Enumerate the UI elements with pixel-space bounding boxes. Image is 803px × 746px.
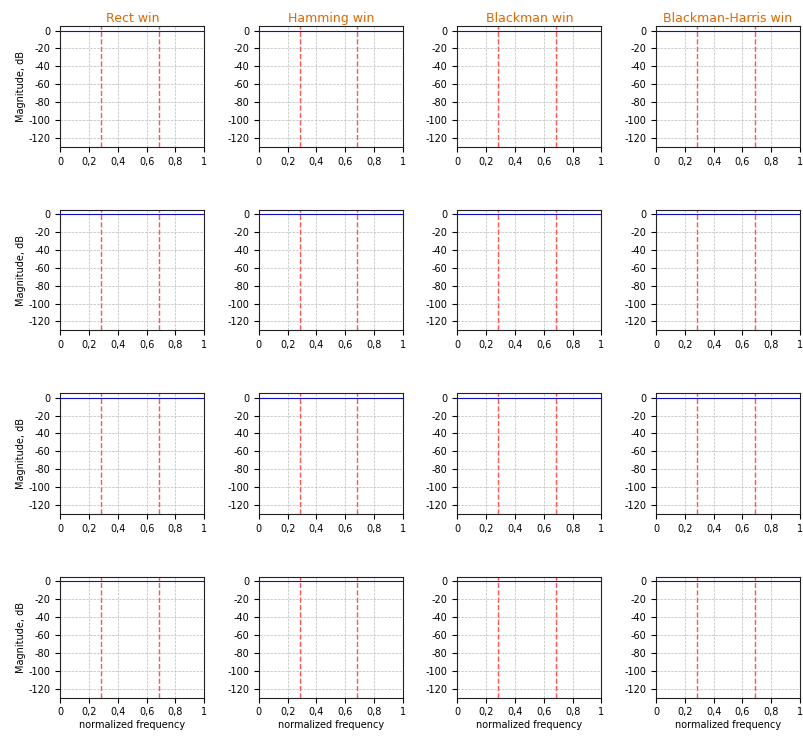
X-axis label: normalized frequency: normalized frequency — [476, 720, 582, 730]
Title: Rect win: Rect win — [105, 12, 159, 25]
X-axis label: normalized frequency: normalized frequency — [277, 720, 383, 730]
Y-axis label: Magnitude, dB: Magnitude, dB — [16, 418, 26, 489]
Title: Blackman-Harris win: Blackman-Harris win — [662, 12, 792, 25]
X-axis label: normalized frequency: normalized frequency — [675, 720, 781, 730]
Y-axis label: Magnitude, dB: Magnitude, dB — [16, 51, 26, 122]
X-axis label: normalized frequency: normalized frequency — [79, 720, 185, 730]
Y-axis label: Magnitude, dB: Magnitude, dB — [16, 601, 26, 673]
Y-axis label: Magnitude, dB: Magnitude, dB — [16, 234, 26, 306]
Title: Blackman win: Blackman win — [485, 12, 573, 25]
Title: Hamming win: Hamming win — [287, 12, 373, 25]
